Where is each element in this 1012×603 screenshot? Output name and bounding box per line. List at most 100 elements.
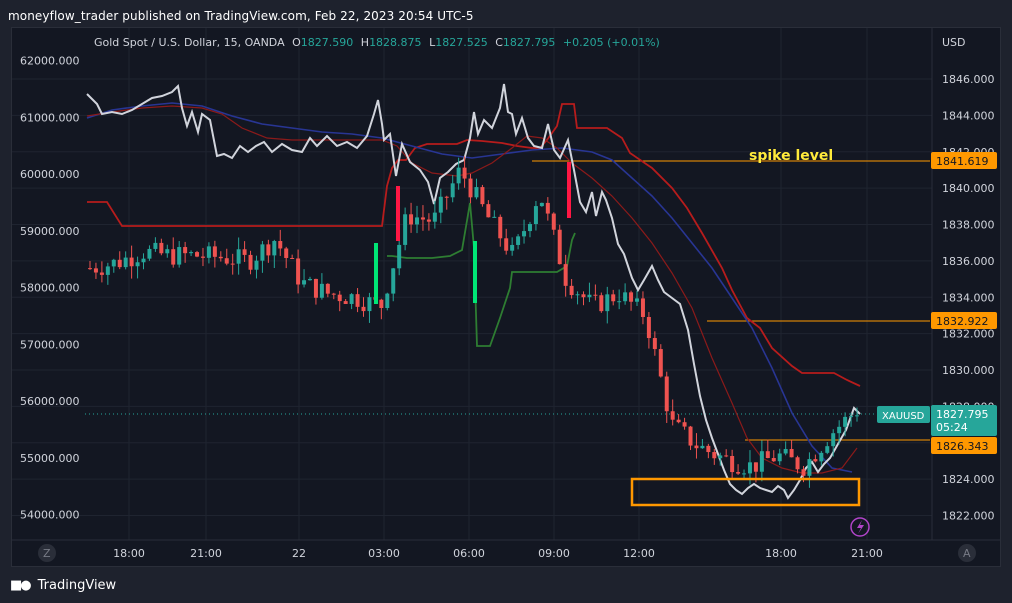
svg-text:1827.795: 1827.795 <box>936 408 989 421</box>
symbol-legend[interactable]: Gold Spot / U.S. Dollar, 15, OANDA O1827… <box>94 36 660 49</box>
right-tick-label: 1844.000 <box>942 109 995 122</box>
last-price-tag[interactable]: 1827.795 05:24 <box>931 405 997 436</box>
spike-level-text[interactable]: spike level <box>749 148 833 164</box>
candle-body <box>569 285 574 296</box>
candle-body <box>141 258 146 263</box>
candle-body <box>444 196 449 198</box>
spike-level-price-tag[interactable]: 1841.619 <box>931 152 997 169</box>
ticker-tag[interactable]: XAUUSD <box>877 406 930 423</box>
candle-body <box>712 452 717 459</box>
candle-body <box>527 224 532 232</box>
candle-body <box>855 415 859 417</box>
candle-body <box>718 455 723 459</box>
price-wma-line <box>86 83 861 500</box>
candle-body <box>117 259 122 268</box>
candle-body <box>587 294 592 298</box>
candle-body <box>510 244 515 251</box>
candle-body <box>694 445 699 449</box>
candle-body <box>522 231 527 237</box>
svg-text:1841.619: 1841.619 <box>936 155 989 168</box>
open-value: 1827.590 <box>301 36 354 49</box>
candle-body <box>563 264 568 286</box>
auto-scale-a-button[interactable]: A <box>958 544 976 562</box>
candle-body <box>843 416 848 427</box>
svg-text:1832.922: 1832.922 <box>936 315 989 328</box>
envelope-upper <box>87 103 861 387</box>
candle-body <box>278 241 283 249</box>
candle-body <box>99 272 104 275</box>
candle-body <box>266 244 271 256</box>
left-tick-label: 60000.000 <box>20 168 80 181</box>
candle-body <box>646 316 651 339</box>
candle-body <box>658 349 663 377</box>
candle-body <box>730 456 735 473</box>
candle-body <box>849 416 854 418</box>
right-axis-ticks[interactable]: 1846.0001844.0001842.0001840.0001838.000… <box>942 73 995 523</box>
candle-body <box>153 242 158 249</box>
candle-body <box>765 451 770 459</box>
change-value: +0.205 (+0.01%) <box>563 36 660 49</box>
spike-up-bar <box>473 241 477 303</box>
price-chart[interactable]: spike level Gold Spot / U.S. Dollar, 15,… <box>12 28 1000 566</box>
footer[interactable]: ■● TradingView <box>10 576 116 596</box>
lightning-icon[interactable] <box>850 517 870 537</box>
support-zone-box[interactable] <box>630 477 861 507</box>
candle-body <box>177 247 182 265</box>
svg-text:Gold Spot / U.S. Dollar, 15, O: Gold Spot / U.S. Dollar, 15, OANDA O1827… <box>94 36 660 49</box>
right-tick-label: 1838.000 <box>942 219 995 232</box>
right-tick-label: 1830.000 <box>942 364 995 377</box>
right-tick-label: 1840.000 <box>942 182 995 195</box>
candle-body <box>123 257 128 268</box>
candle-body <box>480 187 485 205</box>
candle-body <box>819 452 824 462</box>
candle-body <box>623 292 628 302</box>
time-tick-label: 03:00 <box>368 547 400 560</box>
candle-body <box>599 295 604 312</box>
candle-body <box>147 248 152 259</box>
timezone-z-button[interactable]: Z <box>38 544 56 562</box>
candle-body <box>159 242 164 254</box>
left-tick-label: 61000.000 <box>20 111 80 124</box>
candle-body <box>753 462 758 472</box>
symbol-name: Gold Spot / U.S. Dollar, 15, OANDA <box>94 36 285 49</box>
candle-body <box>486 204 491 218</box>
candle-body <box>343 301 348 304</box>
candle-body <box>432 212 437 222</box>
envelope-lower <box>387 202 576 347</box>
candle-body <box>355 294 360 307</box>
candle-body <box>837 426 842 434</box>
candle-body <box>129 257 134 267</box>
level-price-tag-1826[interactable]: 1826.343 <box>931 437 997 454</box>
candle-body <box>664 376 669 412</box>
candle-body <box>516 236 521 245</box>
tradingview-logo-icon: ■● <box>10 578 32 593</box>
candle-body <box>456 167 461 184</box>
left-tick-label: 59000.000 <box>20 225 80 238</box>
candle-body <box>248 254 253 270</box>
time-tick-label: 06:00 <box>453 547 485 560</box>
left-axis-ticks: 62000.000 61000.000 60000.000 59000.000 5800… <box>20 55 80 522</box>
footer-brand: TradingView <box>37 578 117 593</box>
candle-body <box>242 249 247 255</box>
candle-body <box>319 283 324 298</box>
time-tick-label: 21:00 <box>190 547 222 560</box>
candle-body <box>688 426 693 446</box>
candle-body <box>420 217 425 220</box>
chart-frame[interactable]: spike level Gold Spot / U.S. Dollar, 15,… <box>11 27 1001 567</box>
candle-body <box>111 259 116 267</box>
candle-body <box>290 257 295 259</box>
candle-body <box>605 294 610 312</box>
candle-body <box>218 256 223 259</box>
candle-body <box>171 249 176 265</box>
time-tick-label: 22 <box>292 547 306 560</box>
left-tick-label: 56000.000 <box>20 395 80 408</box>
candle-body <box>617 301 622 303</box>
candle-body <box>415 217 420 225</box>
candle-body <box>325 283 330 294</box>
time-axis-ticks[interactable]: 18:00 21:00 22 03:00 06:00 09:00 12:00 18:00 21:… <box>113 547 883 560</box>
level-price-tag-1832[interactable]: 1832.922 <box>931 312 997 329</box>
candle-body <box>260 244 265 261</box>
candle-body <box>640 298 645 317</box>
candle-body <box>212 246 217 257</box>
candle-body <box>783 448 788 454</box>
